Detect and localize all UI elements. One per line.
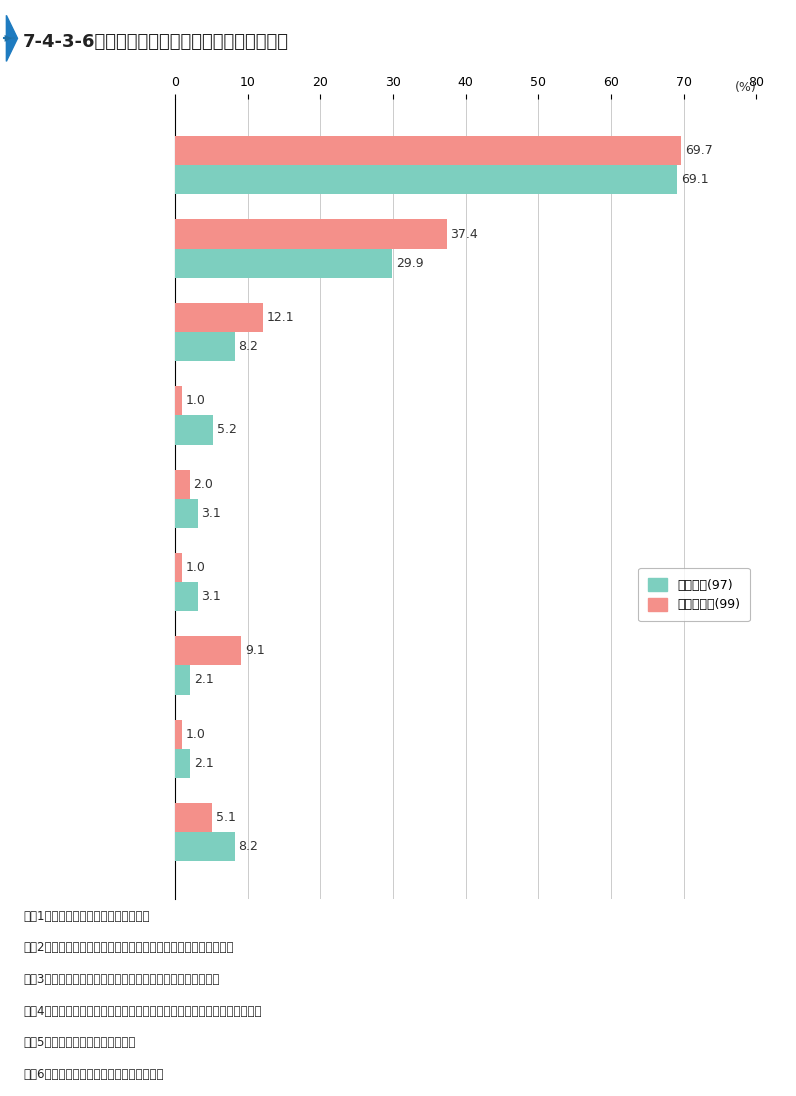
Bar [175,415,213,445]
Bar [175,249,392,277]
Bar [175,136,681,165]
Text: (%): (%) [735,81,756,94]
Text: 3　「店員・職員」は犯行場所に勤務していた者である。: 3 「店員・職員」は犯行場所に勤務していた者である。 [24,973,220,986]
Bar [175,219,447,249]
Text: 69.1: 69.1 [681,173,708,186]
Text: 6　「交際相手」は元交際相手を含む。: 6 「交際相手」は元交際相手を含む。 [24,1068,165,1081]
Bar [175,832,235,861]
Bar [175,165,677,194]
Text: 12.1: 12.1 [267,311,295,324]
Text: 69.7: 69.7 [685,145,712,157]
Text: 2.0: 2.0 [193,478,213,491]
Text: 7-4-3-6図　傷害・暴行事犯者の被害者との関係: 7-4-3-6図 傷害・暴行事犯者の被害者との関係 [22,33,288,52]
Text: 5.1: 5.1 [216,811,236,824]
Text: 2.1: 2.1 [194,757,214,769]
Text: 3.1: 3.1 [201,506,221,520]
Text: 37.4: 37.4 [451,228,478,240]
Text: 8.2: 8.2 [238,841,258,853]
Bar [175,332,235,362]
Text: 2　各項目に該当した者（重複計上による。）の比率である。: 2 各項目に該当した者（重複計上による。）の比率である。 [24,941,234,955]
Bar [175,749,190,778]
Text: 8.2: 8.2 [238,340,258,353]
Text: 9.1: 9.1 [245,644,264,658]
Bar [175,665,190,695]
Bar [175,302,263,332]
Text: 注　1　法務総合研究所の調査による。: 注 1 法務総合研究所の調査による。 [24,910,150,923]
Text: 1.0: 1.0 [186,395,206,408]
Text: 29.9: 29.9 [396,256,423,270]
Text: 5　「配偶者」は内縁を含む。: 5 「配偶者」は内縁を含む。 [24,1037,136,1049]
Text: 1.0: 1.0 [186,728,206,741]
Text: 2.1: 2.1 [194,673,214,686]
Bar [175,803,213,832]
Legend: 高齢群　(97), 非高齢群　(99): 高齢群 (97), 非高齢群 (99) [638,568,750,621]
Bar [175,636,241,665]
Text: 1.0: 1.0 [186,561,206,574]
Bar [175,386,182,415]
Text: 5.2: 5.2 [217,423,236,436]
Bar [175,720,182,749]
Text: 4　「知人」は配偶者，子・その他親族，交際相手，隣人を含まない。: 4 「知人」は配偶者，子・その他親族，交際相手，隣人を含まない。 [24,1005,263,1018]
Bar [175,552,182,582]
Polygon shape [6,15,18,61]
Bar [175,499,197,528]
Bar [175,582,197,612]
Text: 3.1: 3.1 [201,590,221,603]
Bar [175,469,189,499]
